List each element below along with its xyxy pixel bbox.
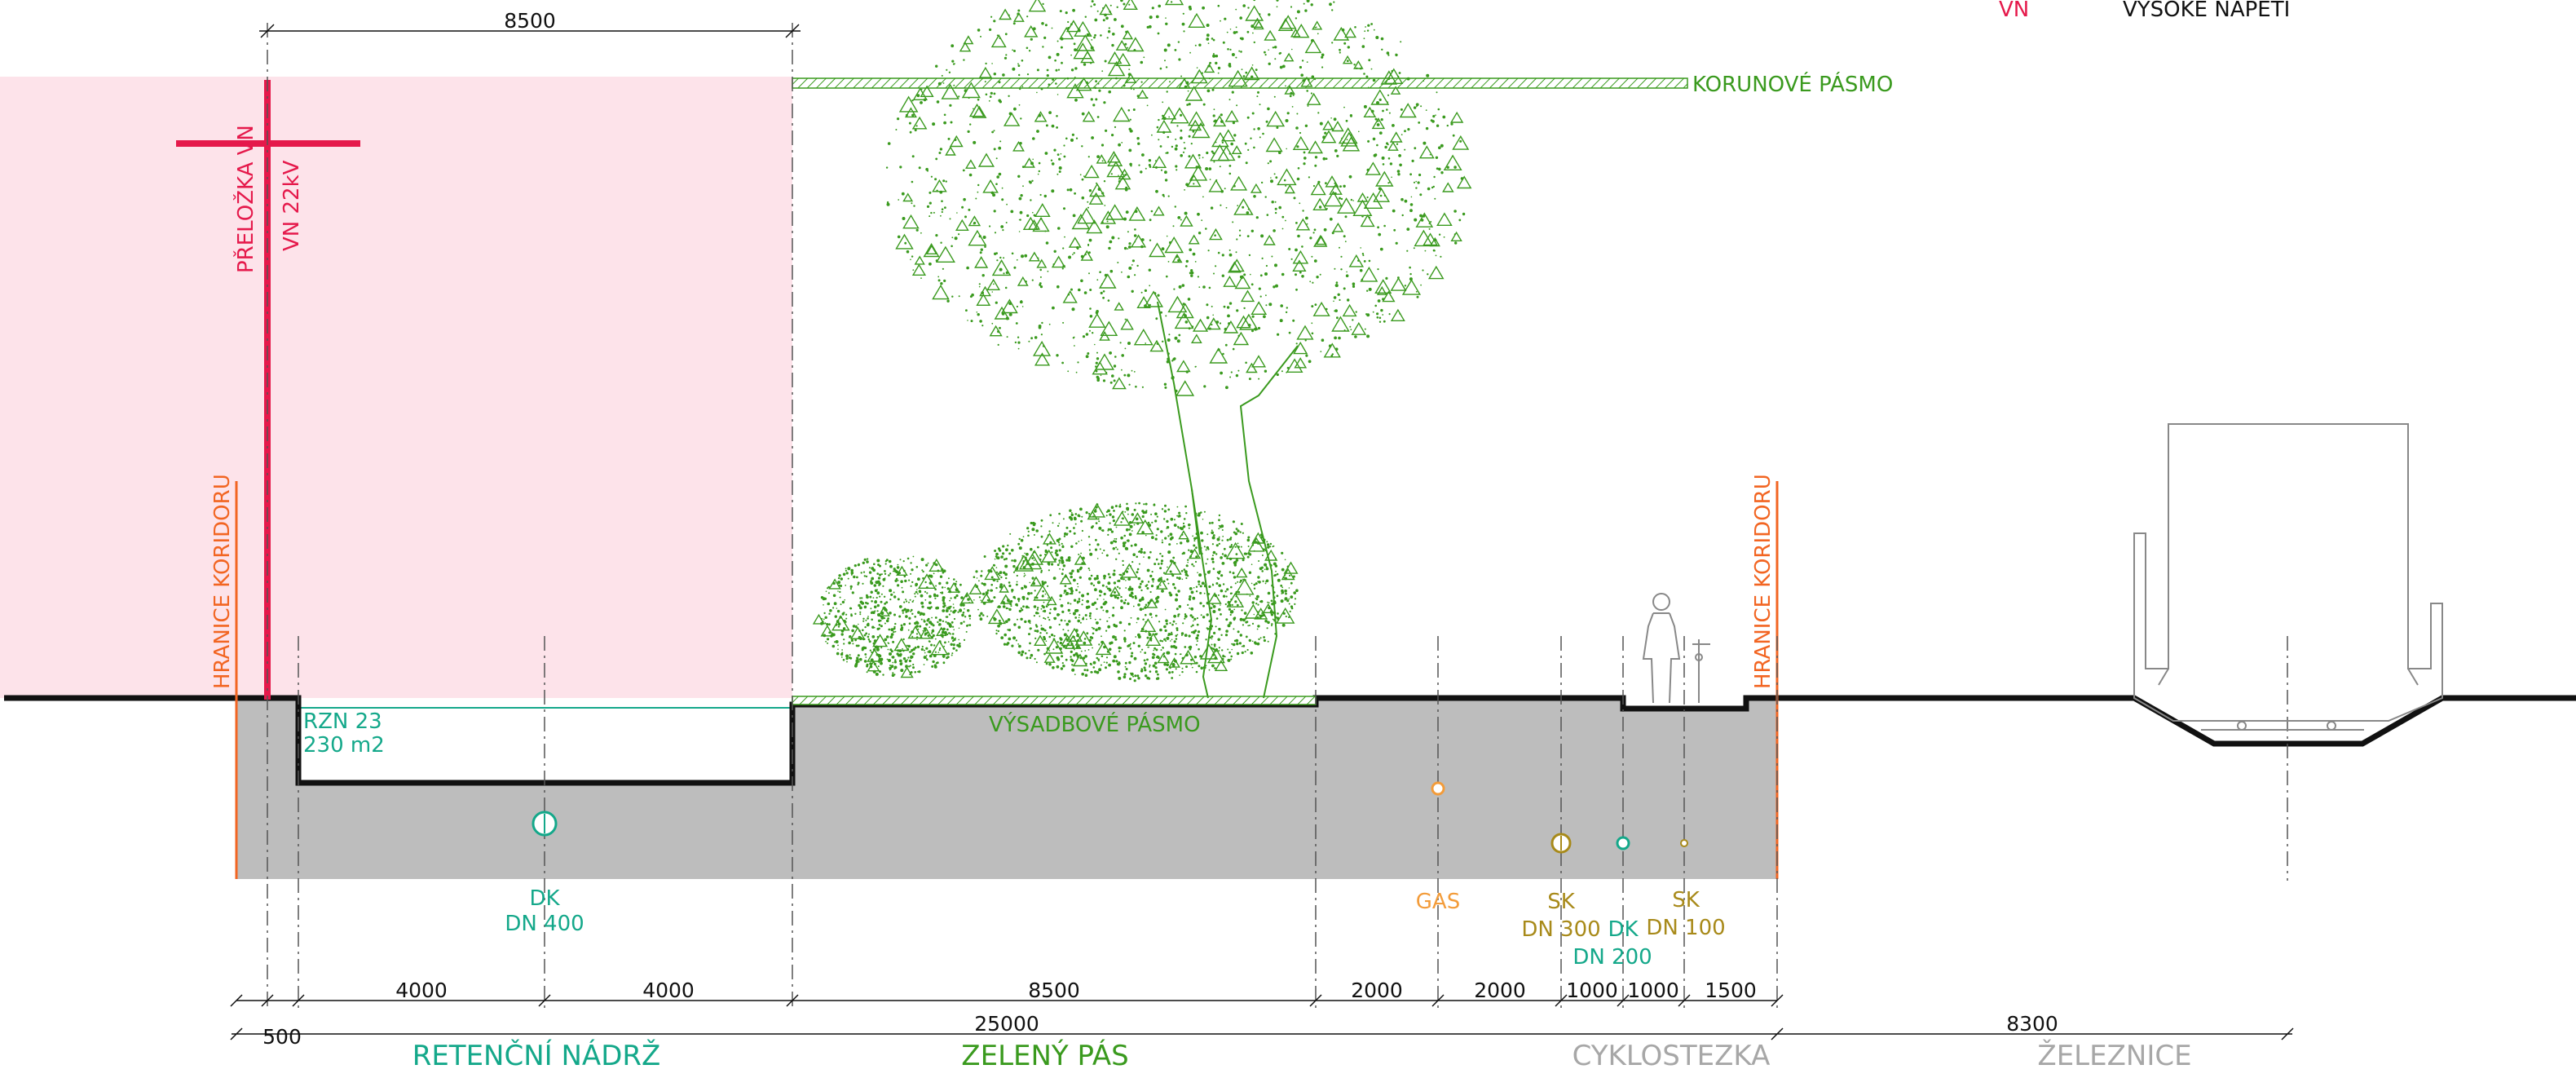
legend-description: VYSOKÉ NAPĚTÍ <box>2123 0 2290 22</box>
utility-dk200-name: DK <box>1608 917 1639 942</box>
section-cycle: CYKLOSTEZKA <box>1573 1040 1771 1072</box>
dim-r1-1: 4000 <box>642 979 695 1002</box>
utility-gas-name: GAS <box>1416 890 1460 914</box>
ground-profile-fill <box>236 698 1777 879</box>
pipe-gas <box>1431 781 1445 796</box>
tree-crown <box>885 0 1472 396</box>
dimension-top-value: 8500 <box>504 9 556 33</box>
railway-train <box>2133 423 2443 731</box>
shrub-right <box>968 501 1299 683</box>
corridor-label-right: HRANICE KORIDORU <box>1751 474 1775 689</box>
dim-r2-rail: 8300 <box>2006 1012 2058 1036</box>
shrub-left <box>812 555 974 678</box>
dimension-row-2-lines <box>230 1027 2294 1040</box>
power-line-label-1: PŘELOŽKA VN <box>232 125 258 273</box>
planting-zone-band <box>792 696 1317 705</box>
dim-r1-6: 1000 <box>1627 979 1679 1002</box>
dim-r1-0: 4000 <box>395 979 448 1002</box>
pipe-sk300 <box>1550 833 1572 854</box>
power-line-label-2: VN 22kV <box>280 160 304 251</box>
corridor-label-left: HRANICE KORIDORU <box>210 474 235 689</box>
utility-dk400-name: DK <box>529 886 560 911</box>
pipe-sk100 <box>1680 839 1688 847</box>
tank-label-1: RZN 23 <box>303 709 382 734</box>
dim-r1-4: 2000 <box>1474 979 1526 1002</box>
power-protection-zone <box>0 77 792 698</box>
utility-sk100-size: DN 100 <box>1646 916 1725 940</box>
tree-trunk <box>1157 301 1299 699</box>
dim-r1-7: 1500 <box>1705 979 1757 1002</box>
section-green-strip: ZELENÝ PÁS <box>961 1039 1128 1072</box>
utility-sk300-size: DN 300 <box>1521 917 1600 942</box>
dim-r1-3: 2000 <box>1351 979 1403 1002</box>
planting-zone-label: VÝSADBOVÉ PÁSMO <box>989 711 1201 737</box>
dim-r1-2: 8500 <box>1028 979 1080 1002</box>
section-railway: ŽELEZNICE <box>2037 1039 2191 1072</box>
axis-lines <box>267 23 2288 1011</box>
dim-r1-5: 1000 <box>1566 979 1618 1002</box>
utility-sk300-name: SK <box>1547 890 1576 914</box>
utility-dk200-size: DN 200 <box>1573 945 1652 970</box>
dimension-top <box>259 24 801 38</box>
dim-r2-middle: 25000 <box>974 1012 1039 1036</box>
utility-dk400-size: DN 400 <box>505 912 584 936</box>
section-retention: RETENČNÍ NÁDRŽ <box>412 1039 661 1072</box>
dim-r2-small: 500 <box>262 1025 302 1049</box>
pipe-dk200 <box>1616 836 1630 850</box>
legend-code: VN <box>1999 0 2029 22</box>
tank-label-2: 230 m2 <box>303 733 385 758</box>
dimension-row-1-lines <box>230 994 1784 1007</box>
cyclist-figure <box>1642 593 1710 704</box>
utility-sk100-name: SK <box>1672 888 1700 912</box>
crown-zone-label: KORUNOVÉ PÁSMO <box>1692 71 1893 97</box>
pipe-dk400 <box>532 811 558 837</box>
